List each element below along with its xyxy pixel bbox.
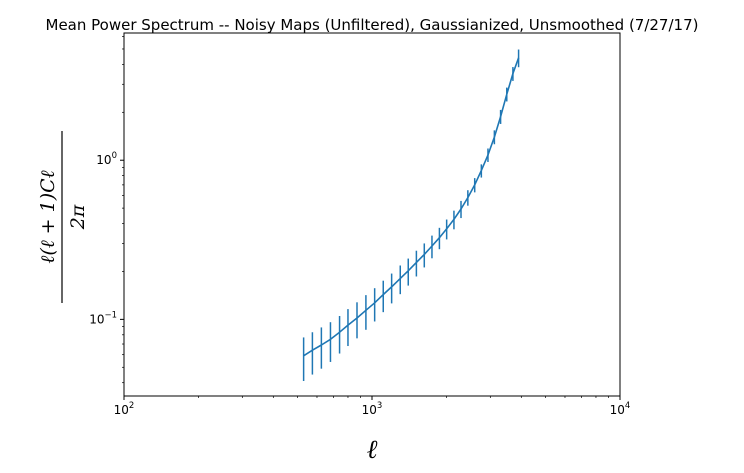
- x-tick-label: 103: [362, 401, 383, 417]
- y-tick-label: 100: [96, 151, 117, 167]
- tick-layer: 102 103 104 10−1 100: [89, 36, 630, 417]
- x-tick-label: 104: [610, 401, 631, 417]
- series-layer: [302, 49, 520, 381]
- y-axis-label-numerator: ℓ(ℓ + 1)Cℓ: [37, 170, 59, 263]
- y-axis-label: ℓ(ℓ + 1)Cℓ 2π: [37, 131, 89, 303]
- plot-frame: [123, 32, 621, 397]
- y-tick-label: 10−1: [89, 310, 117, 326]
- series-line: [303, 57, 520, 357]
- x-axis-label: ℓ: [367, 435, 378, 465]
- y-axis-label-denominator: 2π: [67, 204, 89, 230]
- chart-title: Mean Power Spectrum -- Noisy Maps (Unfil…: [46, 16, 699, 34]
- x-tick-label: 102: [114, 401, 135, 417]
